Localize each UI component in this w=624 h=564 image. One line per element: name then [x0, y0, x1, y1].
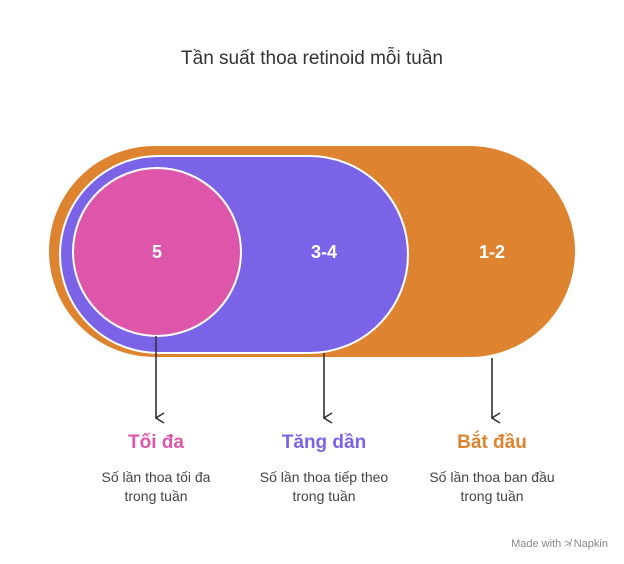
stage-label-max: Tối đa: [128, 432, 184, 453]
stage-label-increase: Tăng dần: [281, 432, 367, 453]
stage-desc-max: Số lần thoa tối đa trong tuần: [101, 469, 211, 504]
stage-value-increase: 3-4: [311, 242, 337, 262]
stage-value-max: 5: [152, 242, 162, 262]
stage-desc-increase: Số lần thoa tiếp theo trong tuần: [259, 469, 389, 504]
stage-value-start: 1-2: [479, 242, 505, 262]
stage-desc-start: Số lần thoa ban đầu trong tuần: [429, 469, 555, 504]
napkin-watermark: Made with ≯ Napkin: [511, 538, 608, 550]
diagram-title: Tần suất thoa retinoid mỗi tuần: [181, 48, 443, 69]
stage-label-start: Bắt đầu: [457, 432, 527, 453]
stage-circle-max: [72, 167, 242, 337]
